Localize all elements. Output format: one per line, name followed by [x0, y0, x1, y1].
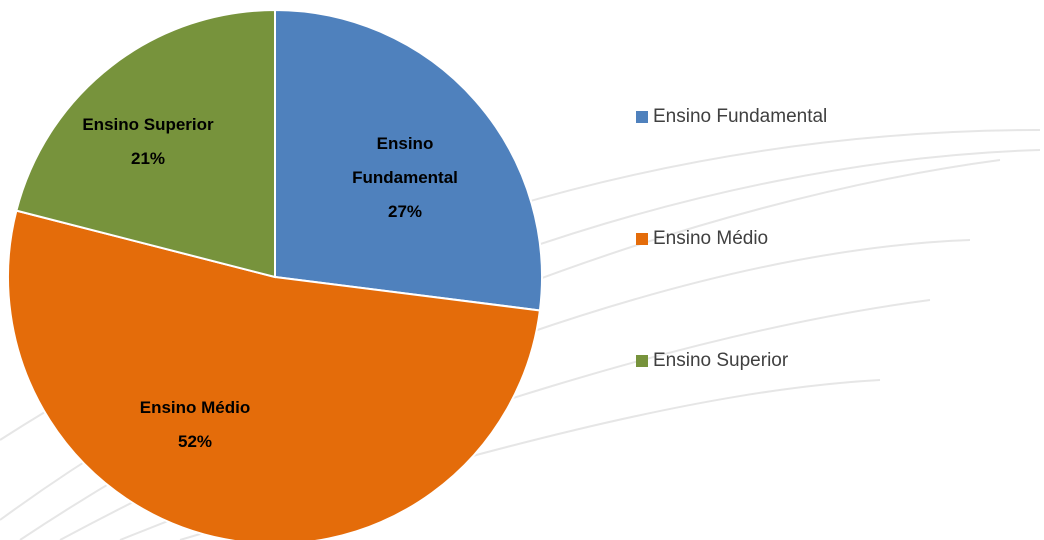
data-label-value: 21%	[130, 149, 166, 168]
legend-swatch	[636, 355, 648, 367]
legend-swatch	[636, 233, 648, 245]
legend-swatch	[636, 111, 648, 123]
pie	[7, 8, 543, 540]
legend-item: Ensino Superior	[636, 350, 788, 372]
legend-label: Ensino Fundamental	[653, 106, 828, 127]
data-label-value: 52%	[177, 432, 213, 451]
legend-item: Ensino Médio	[636, 228, 768, 250]
legend-item: Ensino Fundamental	[636, 106, 827, 128]
legend-label: Ensino Médio	[653, 228, 769, 249]
data-label-value: 27%	[387, 202, 423, 221]
legend-label: Ensino Superior	[653, 350, 789, 371]
data-label: Ensino Superior 21%	[48, 108, 248, 176]
data-label: Ensino Médio 52%	[95, 391, 295, 459]
data-label-category: Ensino Fundamental	[352, 134, 458, 187]
data-label: Ensino Fundamental 27%	[340, 127, 470, 229]
data-label-category: Ensino Superior	[82, 115, 214, 134]
pie-slice	[7, 209, 542, 540]
pie-slice	[274, 8, 543, 312]
pie-slice	[15, 8, 276, 279]
data-label-category: Ensino Médio	[139, 398, 251, 417]
